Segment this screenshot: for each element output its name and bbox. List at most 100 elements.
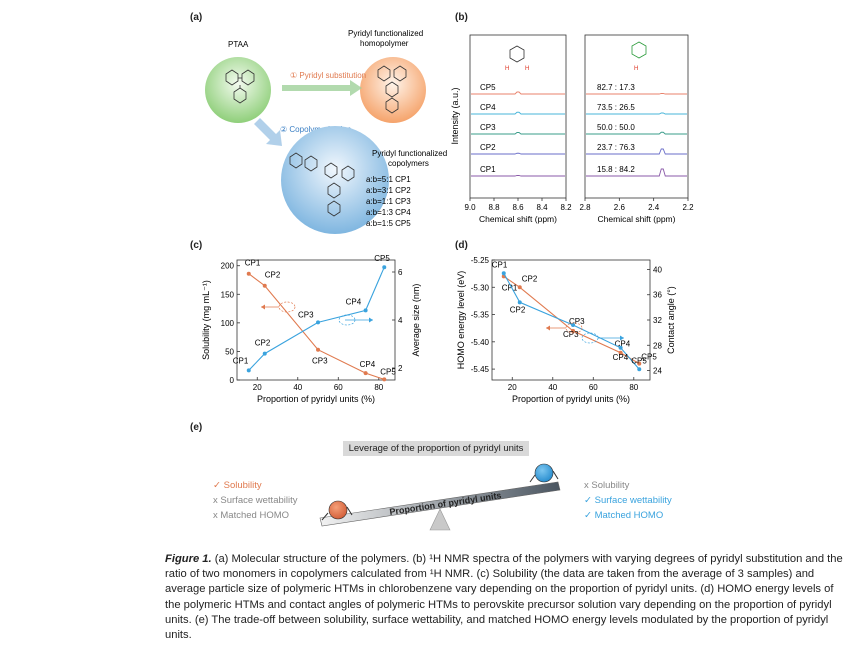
y2tick-label: 4 [398,316,403,325]
data-point [382,265,387,270]
data-point [246,271,251,276]
panel-b-nmr-chart: Intensity (a.u.)9.0 8.8 8.6 8.4 8.2Chemical … [450,34,694,224]
point-label: CP2 [522,274,538,283]
ytick-label: -5.30 [471,283,490,292]
b-xtick-label: 8.4 [536,203,548,212]
y2tick-label: 2 [398,364,403,373]
point-label: CP1 [492,260,508,269]
b-series-label: CP5 [480,83,496,92]
b-trace-CP1 [471,175,565,177]
arrow-head [546,325,550,331]
data-point [382,377,387,382]
xtick-label: 20 [508,383,517,392]
data-point [637,367,642,372]
b-trace-CP3 [471,132,565,135]
ytick-label: -5.35 [471,311,490,320]
b-series-label: CP1 [480,165,496,174]
b-ratio-label: 82.7 : 17.3 [597,83,635,92]
highlight-ellipse [581,332,599,344]
data-point [246,368,251,373]
b-trace-CP4 [471,111,565,115]
data-point [618,350,623,355]
point-label: CP4 [346,297,362,306]
cross-icon: x [584,480,589,491]
data-point [262,283,267,288]
point-label: CP5 [380,367,396,376]
homopolymer-structure-icon [377,65,407,114]
copolymer-label-line1: Pyridyl functionalized [372,149,447,158]
seesaw-fulcrum [429,508,451,531]
ptaa-structure-icon [225,69,255,104]
highlight-ellipse [278,301,296,313]
ratio-cp4: a:b=1:3 CP4 [366,208,411,217]
ratio-cp5: a:b=1:5 CP5 [366,219,411,228]
caption-lead: Figure 1. [165,553,212,565]
b-trace-CP5 [471,91,565,95]
ratio-list: a:b=5:1 CP1 a:b=3:1 CP2 a:b=1:1 CP3 a:b=… [366,175,411,228]
data-point [316,320,321,325]
panel-label-a: (a) [190,12,203,23]
ratio-cp2: a:b=3:1 CP2 [366,186,411,195]
figure-caption: Figure 1. (a) Molecular structure of the… [165,552,845,643]
data-point [363,371,368,376]
ytick-label: 50 [225,347,234,356]
ytick-label: 150 [221,290,235,299]
step1-label: ① Pyridyl substitution [290,71,366,80]
seesaw-illustration: Proportion of pyridyl units [319,463,561,531]
b-xtick-label: 8.2 [560,203,572,212]
ytick-label: 100 [221,319,235,328]
point-label: CP5 [641,353,657,362]
mesityl-structure-icon [631,41,647,59]
homopolymer-label-line1: Pyridyl functionalized [348,29,423,38]
ytick-label: -5.25 [471,256,490,265]
right-item-homo: ✓ Matched HOMO [584,510,664,521]
copolymer-circle [281,126,389,234]
pyridine-structure-icon [509,45,525,63]
b-xtick-label: 8.8 [488,203,500,212]
homopolymer-label-line2: homopolymer [360,39,409,48]
b-frame-1 [584,34,689,199]
y2label: Average size (nm) [411,284,421,357]
data-point [618,345,623,350]
step2-label: ② Copolymerization [280,125,351,134]
b-xtick-label: 2.6 [614,203,626,212]
xtick-label: 80 [374,383,383,392]
b-xtick-label: 8.6 [512,203,524,212]
caption-text: (a) Molecular structure of the polymers.… [165,553,843,642]
y2tick-label: 28 [653,341,662,350]
left-item-solubility: ✓ Solubility [213,480,262,491]
b-ratio-label: 50.0 : 50.0 [597,123,635,132]
data-point [517,285,522,290]
check-icon: ✓ [584,495,592,506]
point-label: CP3 [312,357,328,366]
series-line-1 [248,266,385,371]
blue-ball [534,463,554,483]
check-icon: ✓ [213,480,221,491]
y2tick-label: 32 [653,316,662,325]
check-icon: ✓ [584,510,592,521]
y2tick-label: 24 [653,367,662,376]
xtick-label: 40 [548,383,557,392]
ytick-label: -5.40 [471,338,490,347]
b-trace-CP3 [586,131,687,135]
ratio-cp3: a:b=1:1 CP3 [366,197,411,206]
panel-label-d: (d) [455,240,468,251]
right-item-wettability: ✓ Surface wettability [584,495,672,506]
point-label: CP3 [298,310,314,319]
b-trace-CP4 [586,112,687,115]
orange-ball [328,500,348,520]
b-series-label: CP3 [480,123,496,132]
point-label: CP1 [245,259,261,268]
leverage-banner: Leverage of the proportion of pyridyl un… [343,441,529,456]
b-ylabel: Intensity (a.u.) [450,87,460,144]
beam-label: Proportion of pyridyl units [389,490,502,517]
h-label: H [505,66,509,72]
panel-label-e: (e) [190,422,203,433]
ptaa-circle [205,57,271,123]
b-xtick-label: 9.0 [464,203,476,212]
point-label: CP3 [563,330,579,339]
homopolymer-circle [360,57,426,123]
data-point [571,323,576,328]
xlabel: Proportion of pyridyl units (%) [257,394,375,404]
xtick-label: 40 [293,383,302,392]
